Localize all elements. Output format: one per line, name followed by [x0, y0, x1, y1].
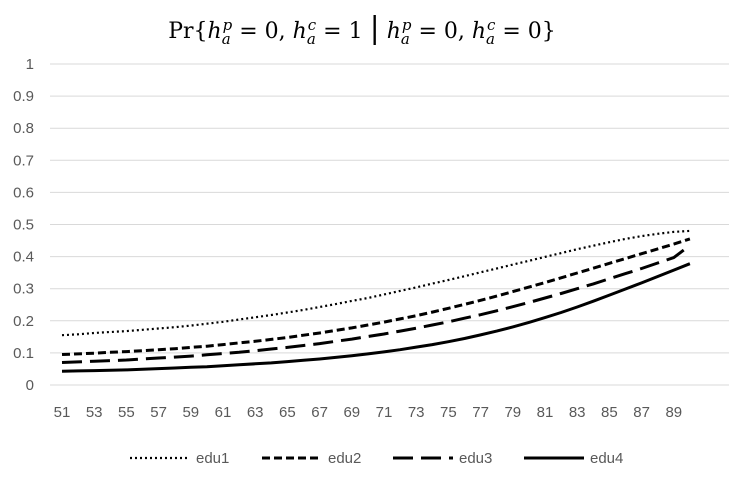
x-tick-label: 55 [118, 404, 135, 421]
legend: edu1 edu2 edu3 edu4 [130, 450, 623, 467]
y-tick-label: 0.1 [13, 345, 34, 362]
x-axis-ticks: 51 53 55 57 59 61 63 65 67 69 71 73 75 77 79 81 83 85 87 89 [54, 404, 682, 421]
x-tick-label: 71 [376, 404, 393, 421]
y-tick-label: 0.5 [13, 217, 34, 234]
x-tick-label: 53 [86, 404, 103, 421]
x-tick-label: 75 [440, 404, 457, 421]
legend-label-edu3: edu3 [459, 450, 492, 467]
x-tick-label: 87 [633, 404, 650, 421]
series-line-edu2 [61, 237, 691, 356]
legend-label-edu4: edu4 [590, 450, 623, 467]
x-tick-label: 83 [569, 404, 586, 421]
gridlines [50, 63, 729, 354]
y-tick-label: 0.9 [13, 88, 34, 105]
legend-label-edu1: edu1 [196, 450, 229, 467]
y-tick-label: 0 [26, 377, 34, 394]
x-tick-label: 61 [215, 404, 232, 421]
y-axis-ticks: 0 0.1 0.2 0.3 0.4 0.5 0.6 0.7 0.8 0.9 1 [13, 56, 34, 394]
series-line-edu3 [61, 244, 691, 364]
x-tick-label: 57 [150, 404, 167, 421]
y-tick-label: 0.6 [13, 184, 34, 201]
legend-label-edu2: edu2 [328, 450, 361, 467]
x-tick-label: 59 [182, 404, 199, 421]
chart-title: Pr{hap = 0, hac = 1 | hap = 0, hac = 0} [168, 11, 556, 48]
x-tick-label: 67 [311, 404, 328, 421]
y-tick-label: 0.2 [13, 313, 34, 330]
y-tick-label: 1 [26, 56, 34, 73]
y-tick-label: 0.3 [13, 281, 34, 298]
y-tick-label: 0.7 [13, 152, 34, 169]
x-tick-label: 73 [408, 404, 425, 421]
x-tick-label: 51 [54, 404, 71, 421]
y-tick-label: 0.4 [13, 249, 34, 266]
x-tick-label: 79 [504, 404, 521, 421]
x-tick-label: 69 [343, 404, 360, 421]
series-lines [61, 229, 691, 373]
chart-title-text: Pr{hap = 0, hac = 1 | hap = 0, hac = 0} [168, 11, 556, 48]
x-tick-label: 89 [665, 404, 682, 421]
series-line-edu1 [61, 229, 690, 337]
x-tick-label: 77 [472, 404, 489, 421]
x-tick-label: 63 [247, 404, 264, 421]
x-tick-label: 81 [537, 404, 554, 421]
x-tick-label: 65 [279, 404, 296, 421]
y-tick-label: 0.8 [13, 120, 34, 137]
x-tick-label: 85 [601, 404, 618, 421]
series-line-edu4 [61, 262, 691, 373]
